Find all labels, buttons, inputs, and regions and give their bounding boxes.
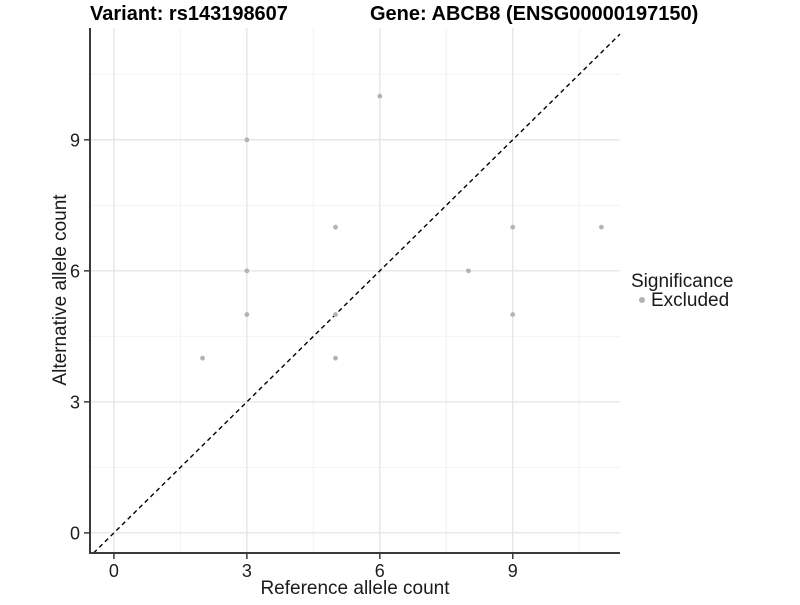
x-tick-label: 3 xyxy=(242,561,252,581)
data-point xyxy=(244,312,250,317)
legend-title: Significance xyxy=(631,271,733,292)
identity-line xyxy=(93,33,621,554)
y-tick-label: 6 xyxy=(70,261,80,281)
data-point xyxy=(244,268,250,274)
x-tick-label: 9 xyxy=(508,561,518,581)
data-point xyxy=(200,355,205,361)
axes-layer: 0 3 6 9 0 3 6 9 xyxy=(70,28,620,581)
data-point xyxy=(377,93,383,99)
legend: Significance Excluded xyxy=(631,271,733,311)
data-point xyxy=(333,224,338,230)
data-point xyxy=(244,137,250,143)
data-point xyxy=(333,312,338,317)
data-point xyxy=(510,224,516,230)
data-point xyxy=(510,312,516,317)
plot-title-gene: Gene: ABCB8 (ENSG00000197150) xyxy=(370,3,698,25)
y-tick-label: 0 xyxy=(70,523,80,543)
x-tick-label: 0 xyxy=(109,561,119,581)
plot-title-variant: Variant: rs143198607 xyxy=(90,3,288,25)
y-axis-label: Alternative allele count xyxy=(50,194,71,386)
x-axis-label: Reference allele count xyxy=(260,578,450,599)
gridlines xyxy=(90,28,620,553)
y-tick-label: 3 xyxy=(70,392,80,412)
y-tick-label: 9 xyxy=(70,130,80,150)
data-point xyxy=(333,355,338,361)
data-point xyxy=(466,268,471,274)
data-point xyxy=(598,224,604,230)
legend-entry-label: Excluded xyxy=(651,290,729,311)
identity-line-layer xyxy=(93,33,621,554)
legend-point-swatch xyxy=(639,297,645,303)
data-points-layer xyxy=(200,93,604,361)
x-tick-label: 6 xyxy=(375,561,385,581)
